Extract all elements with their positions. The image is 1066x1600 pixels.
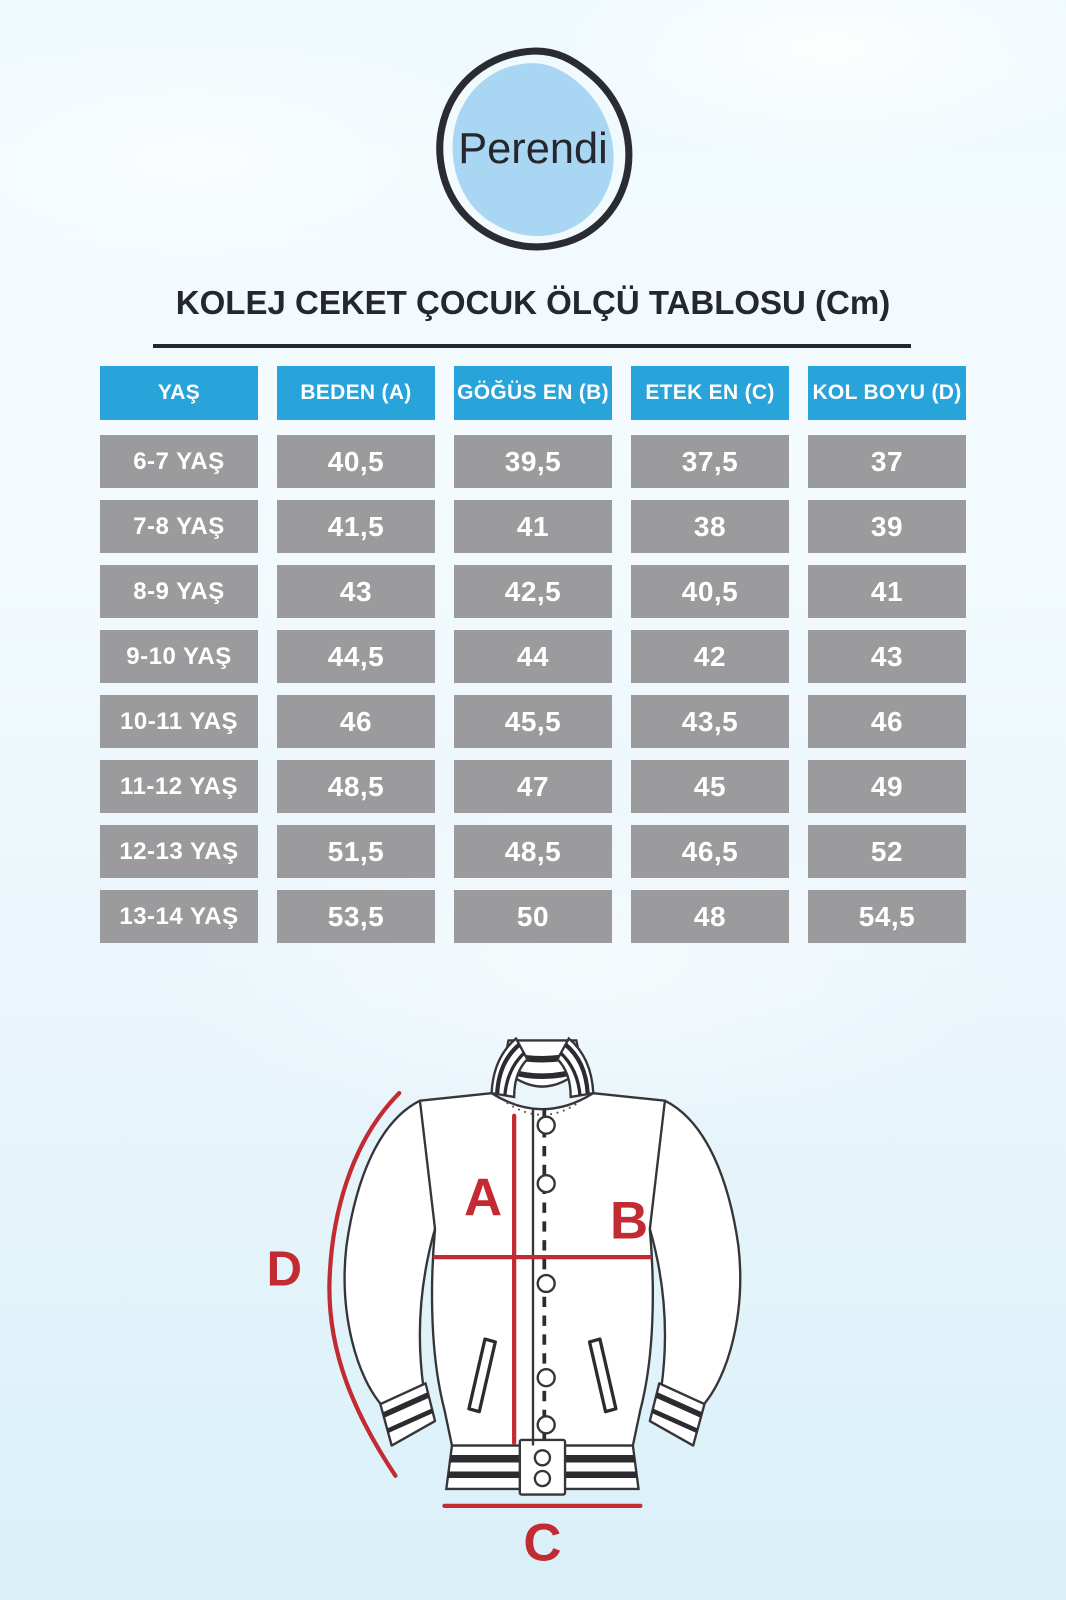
value-cell: 43 <box>277 565 435 618</box>
hem-tab <box>518 1438 567 1496</box>
value-cell: 37,5 <box>631 435 789 488</box>
value-cell: 43 <box>808 630 966 683</box>
jacket-diagram: A B C D <box>203 982 863 1585</box>
age-cell: 6-7 YAŞ <box>100 435 258 488</box>
measure-d-curve <box>327 1091 402 1478</box>
value-cell: 54,5 <box>808 890 966 943</box>
age-cell: 12-13 YAŞ <box>100 825 258 878</box>
value-cell: 48,5 <box>454 825 612 878</box>
value-cell: 37 <box>808 435 966 488</box>
header-cell-3: ETEK EN (C) <box>631 366 789 420</box>
measurement-lines <box>327 1091 652 1508</box>
value-cell: 41,5 <box>277 500 435 553</box>
value-cell: 42,5 <box>454 565 612 618</box>
label-d: D <box>267 1242 302 1296</box>
table-row: 7-8 YAŞ 41,5 41 38 39 <box>100 500 966 553</box>
left-cuff-stripes <box>380 1390 436 1435</box>
jacket-drawing: A B C D <box>267 1036 742 1573</box>
table-row: 10-11 YAŞ 46 45,5 43,5 46 <box>100 695 966 748</box>
value-cell: 47 <box>454 760 612 813</box>
value-cell: 40,5 <box>277 435 435 488</box>
value-cell: 46 <box>808 695 966 748</box>
label-b: B <box>610 1191 648 1250</box>
value-cell: 41 <box>808 565 966 618</box>
value-cell: 38 <box>631 500 789 553</box>
left-collar-stripes <box>495 1042 527 1097</box>
value-cell: 45,5 <box>454 695 612 748</box>
value-cell: 44 <box>454 630 612 683</box>
label-a: A <box>464 1169 502 1228</box>
measurement-labels: A B C D <box>267 1169 649 1573</box>
header-cell-4: KOL BOYU (D) <box>808 366 966 420</box>
value-cell: 52 <box>808 825 966 878</box>
header-cell-0: YAŞ <box>100 366 258 420</box>
left-sleeve <box>343 1099 437 1410</box>
value-cell: 43,5 <box>631 695 789 748</box>
table-row: 9-10 YAŞ 44,5 44 42 43 <box>100 630 966 683</box>
hem-button <box>533 1469 552 1488</box>
brand-logo-icon: Perendi <box>436 47 633 251</box>
value-cell: 39,5 <box>454 435 612 488</box>
right-cuff-stripes <box>649 1390 705 1435</box>
value-cell: 46,5 <box>631 825 789 878</box>
value-cell: 40,5 <box>631 565 789 618</box>
hem-button <box>533 1449 552 1467</box>
label-c: C <box>523 1514 561 1573</box>
logo-blob <box>452 63 614 237</box>
value-cell: 48 <box>631 890 789 943</box>
logo-outline <box>436 47 633 251</box>
value-cell: 51,5 <box>277 825 435 878</box>
value-cell: 44,5 <box>277 630 435 683</box>
age-cell: 7-8 YAŞ <box>100 500 258 553</box>
header-cell-1: BEDEN (A) <box>277 366 435 420</box>
right-collar-stripes <box>558 1042 590 1097</box>
size-table: YAŞ BEDEN (A) GÖĞÜS EN (B) ETEK EN (C) KOL B… <box>100 366 966 955</box>
value-cell: 48,5 <box>277 760 435 813</box>
value-cell: 46 <box>277 695 435 748</box>
age-cell: 8-9 YAŞ <box>100 565 258 618</box>
age-cell: 11-12 YAŞ <box>100 760 258 813</box>
table-row: 12-13 YAŞ 51,5 48,5 46,5 52 <box>100 825 966 878</box>
value-cell: 53,5 <box>277 890 435 943</box>
value-cell: 42 <box>631 630 789 683</box>
header-cell-2: GÖĞÜS EN (B) <box>454 366 612 420</box>
table-row: 13-14 YAŞ 53,5 50 48 54,5 <box>100 890 966 943</box>
value-cell: 50 <box>454 890 612 943</box>
table-row: 11-12 YAŞ 48,5 47 45 49 <box>100 760 966 813</box>
page-title: KOLEJ CEKET ÇOCUK ÖLÇÜ TABLOSU (Cm) <box>175 284 891 321</box>
table-row: 8-9 YAŞ 43 42,5 40,5 41 <box>100 565 966 618</box>
left-pocket-welt <box>467 1337 497 1414</box>
value-cell: 49 <box>808 760 966 813</box>
value-cell: 41 <box>454 500 612 553</box>
right-sleeve <box>648 1099 742 1410</box>
logo-text: Perendi <box>458 125 608 173</box>
brand-logo: Perendi <box>0 38 1066 260</box>
right-pocket-welt <box>587 1337 618 1414</box>
size-table-rows: 6-7 YAŞ 40,5 39,5 37,5 37 7-8 YAŞ 41,5 41 38 39 8-… <box>100 435 966 943</box>
table-row: 6-7 YAŞ 40,5 39,5 37,5 37 <box>100 435 966 488</box>
size-table-header: YAŞ BEDEN (A) GÖĞÜS EN (B) ETEK EN (C) KOL B… <box>100 366 966 420</box>
value-cell: 39 <box>808 500 966 553</box>
age-cell: 9-10 YAŞ <box>100 630 258 683</box>
value-cell: 45 <box>631 760 789 813</box>
collar-seam-dotted <box>506 1101 579 1116</box>
snap-buttons <box>536 1115 556 1435</box>
age-cell: 13-14 YAŞ <box>100 890 258 943</box>
title-underline <box>153 344 911 348</box>
age-cell: 10-11 YAŞ <box>100 695 258 748</box>
